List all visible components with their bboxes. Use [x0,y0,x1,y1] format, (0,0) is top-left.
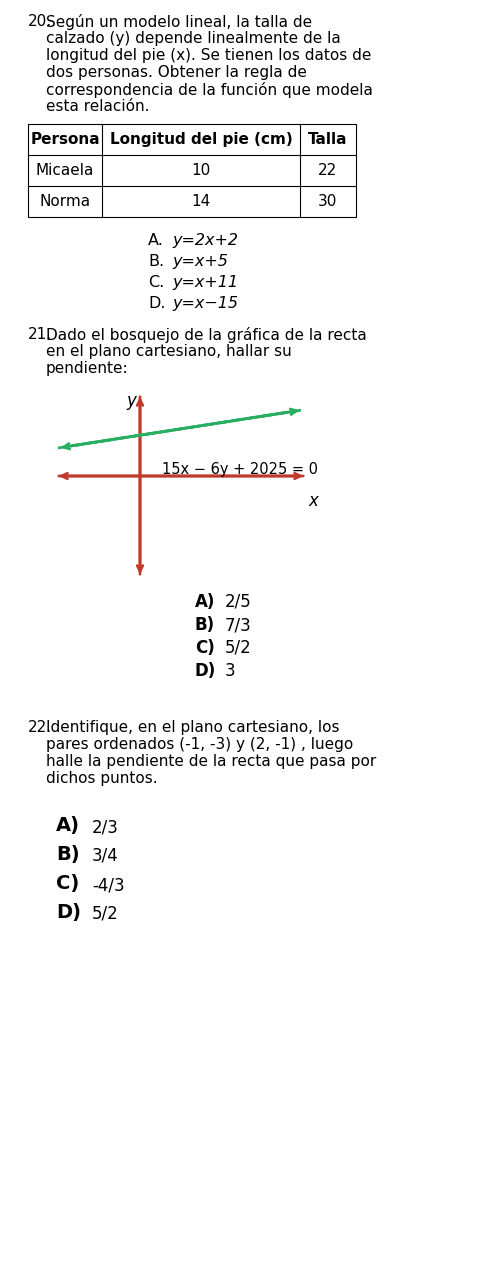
Text: 5/2: 5/2 [92,905,119,923]
Text: B.: B. [148,254,164,270]
Text: 2/5: 2/5 [225,593,251,611]
Text: 22: 22 [318,163,337,178]
Text: Longitud del pie (cm): Longitud del pie (cm) [109,132,292,146]
Bar [28,125,355,217]
Text: 3: 3 [225,663,235,681]
Text: A): A) [195,593,215,611]
Text: 14: 14 [191,194,210,209]
Text: esta relación.: esta relación. [46,99,149,114]
Text: longitud del pie (x). Se tienen los datos de: longitud del pie (x). Se tienen los dato… [46,48,371,63]
Text: C): C) [56,874,79,892]
Text: A): A) [56,817,80,835]
Text: C.: C. [148,275,164,290]
Text: 22.: 22. [28,720,52,734]
Text: -4/3: -4/3 [92,876,124,894]
Text: 10: 10 [191,163,210,178]
Text: dos personas. Obtener la regla de: dos personas. Obtener la regla de [46,65,306,80]
Text: B): B) [56,845,79,864]
Text: calzado (y) depende linealmente de la: calzado (y) depende linealmente de la [46,31,340,46]
Text: 20.: 20. [28,14,52,30]
Text: 3/4: 3/4 [92,847,119,865]
Text: 30: 30 [318,194,337,209]
Text: y: y [126,392,136,410]
Text: 21.: 21. [28,327,52,342]
Text: A.: A. [148,232,164,248]
Text: Dado el bosquejo de la gráfica de la recta: Dado el bosquejo de la gráfica de la rec… [46,327,366,343]
Text: D.: D. [148,297,165,311]
Text: 2/3: 2/3 [92,818,119,836]
Text: Identifique, en el plano cartesiano, los: Identifique, en el plano cartesiano, los [46,720,339,734]
Text: y=x−15: y=x−15 [172,297,238,311]
Text: 5/2: 5/2 [225,639,251,657]
Text: Norma: Norma [39,194,91,209]
Text: x: x [307,492,317,510]
Text: Persona: Persona [30,132,100,146]
Text: dichos puntos.: dichos puntos. [46,770,157,786]
Text: Según un modelo lineal, la talla de: Según un modelo lineal, la talla de [46,14,312,30]
Text: halle la pendiente de la recta que pasa por: halle la pendiente de la recta que pasa … [46,754,376,769]
Text: y=x+5: y=x+5 [172,254,227,270]
Text: pares ordenados (-1, -3) y (2, -1) , luego: pares ordenados (-1, -3) y (2, -1) , lue… [46,737,352,752]
Text: Talla: Talla [308,132,347,146]
Text: B): B) [195,616,215,634]
Text: C): C) [195,639,214,657]
Text: D): D) [56,903,81,922]
Text: pendiente:: pendiente: [46,361,128,376]
Text: correspondencia de la función que modela: correspondencia de la función que modela [46,82,372,98]
Text: 15x − 6y + 2025 = 0: 15x − 6y + 2025 = 0 [162,462,318,476]
Text: Micaela: Micaela [36,163,94,178]
Text: en el plano cartesiano, hallar su: en el plano cartesiano, hallar su [46,344,291,360]
Text: 7/3: 7/3 [225,616,251,634]
Text: y=x+11: y=x+11 [172,275,238,290]
Text: y=2x+2: y=2x+2 [172,232,238,248]
Text: D): D) [195,663,216,681]
